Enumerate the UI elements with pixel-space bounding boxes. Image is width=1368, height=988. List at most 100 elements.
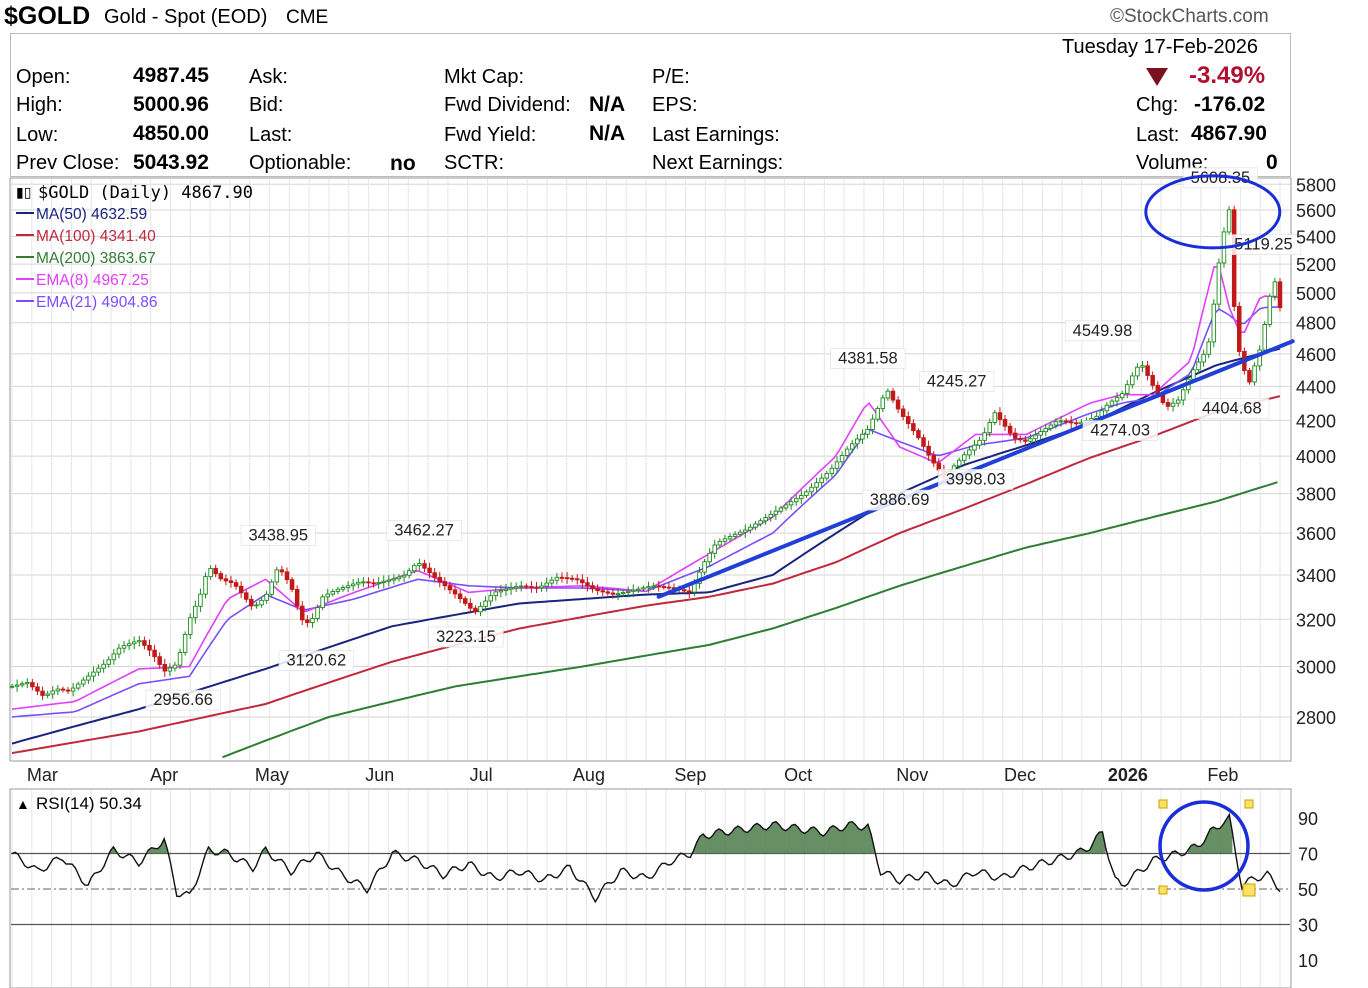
rsi-overbought-fill (1077, 831, 1106, 854)
candle-body (1099, 410, 1105, 417)
candle-body (1237, 305, 1242, 352)
candle-body (926, 445, 931, 456)
price-annotation-box (428, 626, 504, 648)
candle-body (70, 687, 76, 692)
rsi-icon: ▲ (16, 796, 30, 812)
candle-body (855, 438, 860, 445)
candle-body (1140, 365, 1145, 368)
candle-body (417, 563, 422, 567)
candle-body (371, 582, 376, 585)
candle-body (111, 653, 117, 661)
candle-body (208, 568, 213, 578)
exchange-label: CME (286, 7, 329, 28)
legend-ma200: MA(200) 3863.67 (36, 250, 156, 267)
candle-body (763, 517, 768, 522)
y-tick-label: 5400 (1296, 228, 1336, 248)
candle-body (65, 689, 71, 692)
candle-body (1247, 370, 1252, 383)
candle-body (187, 617, 193, 635)
candle-body (793, 498, 799, 503)
candle-body (1023, 439, 1028, 442)
candle-body (687, 590, 692, 593)
candle-body (345, 585, 351, 588)
candle-body (620, 592, 626, 595)
legend-rsi: RSI(14) 50.34 (36, 794, 142, 813)
candle-body (243, 592, 249, 600)
brand-label[interactable]: ©StockCharts.com (1110, 6, 1269, 27)
x-tick-label: Jun (365, 765, 394, 785)
price-annotation-box (938, 469, 1014, 490)
y-tick-label: 5200 (1296, 255, 1336, 275)
candle-body (1043, 427, 1049, 433)
candle-body (1068, 421, 1074, 424)
candle-body (1048, 424, 1054, 429)
volume-value: 0 (1266, 151, 1278, 174)
series-line (222, 481, 1278, 759)
candle-body (284, 571, 290, 581)
candle-body (834, 461, 840, 469)
candle-body (773, 510, 779, 515)
candle-body (325, 593, 330, 598)
x-tick-label: Sep (674, 765, 706, 785)
candle-body (666, 586, 672, 589)
fwd-yield-label: Fwd Yield: (444, 124, 537, 146)
candle-body (198, 593, 203, 607)
percent-change: -3.49% (1189, 62, 1266, 89)
y-tick-label: 5800 (1296, 175, 1336, 195)
candle-body (712, 544, 717, 554)
candle-body (35, 686, 40, 692)
low-label: Low: (16, 124, 59, 146)
candle-body (722, 538, 728, 542)
selection-handle (1158, 885, 1168, 895)
candle-body (116, 647, 122, 655)
candle-body (310, 618, 315, 623)
candle-body (895, 399, 901, 410)
candle-body (1033, 434, 1038, 440)
price-annotation-box (830, 348, 906, 369)
candle-body (539, 585, 544, 589)
candle-body (1267, 295, 1273, 325)
legend-ma100: MA(100) 4341.40 (36, 228, 156, 245)
selection-handle (1244, 799, 1254, 809)
candle-body (1053, 421, 1059, 426)
candle-body (1104, 404, 1110, 412)
candle-body (1150, 375, 1155, 386)
candle-body (478, 605, 483, 613)
candle-body (559, 576, 565, 579)
candle-body (646, 586, 651, 589)
candle-body (401, 574, 407, 578)
candle-body (544, 582, 549, 587)
candle-body (75, 683, 81, 689)
candle-body (81, 679, 86, 685)
candle-body (152, 649, 157, 658)
candle-body (1109, 400, 1115, 406)
candle-body (844, 448, 850, 456)
price-annotation: 5119.25 (1234, 236, 1292, 254)
candle-body (60, 688, 66, 691)
y-tick-label: 3000 (1296, 657, 1336, 677)
candle-body (1007, 425, 1013, 434)
price-annotation: 4381.58 (838, 349, 898, 367)
candle-body (40, 690, 45, 696)
y-tick-label: 4600 (1296, 345, 1336, 365)
legend-ema21: EMA(21) 4904.86 (36, 294, 158, 311)
candle-body (452, 589, 458, 595)
candle-body (422, 563, 427, 569)
candle-body (1216, 262, 1222, 305)
candle-body (147, 644, 152, 651)
rsi-tick-label: 30 (1298, 916, 1318, 936)
candle-body (829, 467, 835, 475)
highlight-circle (1144, 174, 1282, 250)
candle-body (361, 581, 366, 584)
candle-body (503, 588, 509, 591)
x-tick-label: Nov (896, 765, 928, 785)
candle-body (1074, 422, 1079, 425)
x-tick-label: 2026 (1108, 765, 1148, 785)
price-annotation: 3438.95 (248, 527, 308, 545)
candle-body (14, 684, 20, 687)
candle-body (1135, 366, 1140, 377)
candle-body (743, 529, 748, 533)
selection-handle (1242, 883, 1256, 897)
price-annotation-box (862, 489, 938, 511)
